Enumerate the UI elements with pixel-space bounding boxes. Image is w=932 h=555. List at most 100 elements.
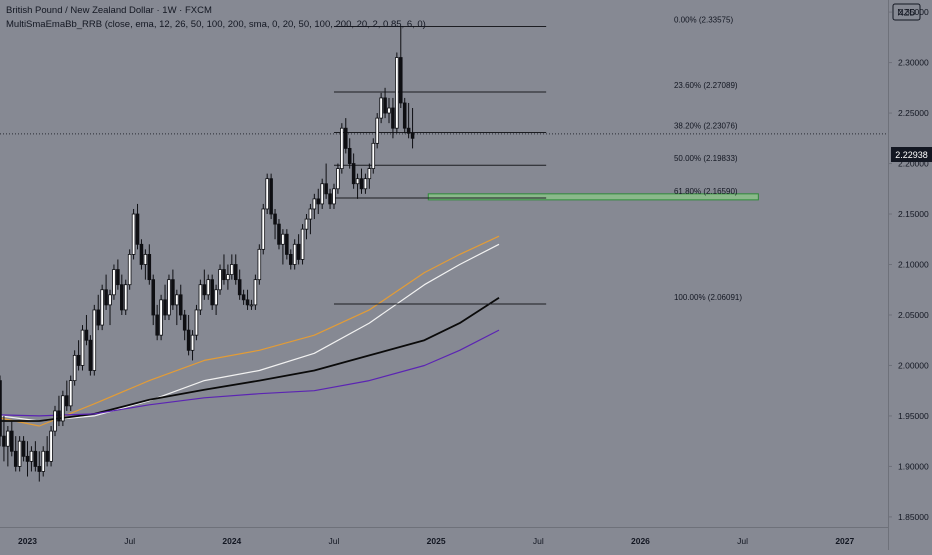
candle-body	[285, 233, 289, 255]
candle-body	[61, 395, 65, 422]
candle-body	[210, 279, 214, 306]
candle-body	[399, 57, 403, 104]
x-tick-label: Jul	[533, 536, 544, 546]
x-tick-label: 2025	[427, 536, 446, 546]
candle-body	[379, 97, 383, 119]
candle-body	[226, 274, 230, 281]
candle-body	[269, 178, 273, 215]
y-tick-label: 2.05000	[898, 310, 929, 320]
candle-body	[151, 279, 156, 316]
y-axis-group: 1.85000 1.90000 1.95000 2.00000 2.05000 2.100…	[888, 7, 929, 522]
y-tick-label: 1.90000	[898, 461, 929, 471]
candle-body	[367, 168, 372, 180]
candle-body	[277, 223, 281, 245]
candle-body	[198, 284, 203, 311]
candle-body	[292, 243, 297, 265]
y-tick-label: 1.95000	[898, 411, 929, 421]
candle-body	[96, 309, 101, 326]
current-price-badge: 2.22938	[891, 147, 932, 162]
candle-body	[120, 284, 124, 311]
x-tick-label: 2023	[18, 536, 37, 546]
candle-body	[316, 198, 321, 205]
candle-body	[253, 279, 258, 306]
candle-body	[312, 198, 317, 210]
candle-body	[233, 264, 238, 281]
x-tick-label: Jul	[737, 536, 748, 546]
candle-body	[402, 102, 407, 129]
candle-body	[17, 440, 22, 467]
support-zone-group	[427, 193, 759, 201]
x-tick-label: 2026	[631, 536, 650, 546]
candle-body	[241, 294, 246, 301]
candle-body	[324, 183, 328, 195]
candle-body	[410, 132, 415, 139]
candle-body	[206, 279, 211, 296]
candle-body	[92, 309, 97, 371]
candle-body	[261, 208, 266, 250]
candle-body	[395, 57, 399, 129]
candle-body	[218, 269, 222, 291]
candle-body	[155, 314, 159, 336]
candle-body	[100, 289, 104, 326]
candle-body	[265, 178, 269, 210]
currency-badge[interactable]: NZD	[892, 3, 921, 21]
candle-body	[123, 284, 128, 311]
candle-body	[194, 309, 199, 336]
candle-body	[0, 380, 2, 437]
candle-body	[84, 329, 89, 341]
candle-body	[45, 450, 49, 462]
candle-body	[10, 430, 14, 452]
candle-body	[273, 213, 277, 225]
candle-body	[387, 107, 391, 114]
candle-body	[406, 127, 411, 134]
candle-body	[359, 178, 364, 190]
ema-black-line	[0, 297, 500, 422]
support-zone	[427, 193, 759, 201]
y-tick-label: 2.20000	[898, 159, 929, 169]
candle-body	[167, 279, 171, 316]
candle-body	[76, 354, 81, 366]
candle-body	[143, 254, 148, 265]
indicator-label[interactable]: MultiSmaEmaBb_RRB (close, ema, 12, 26, 5…	[6, 19, 426, 30]
candle-body	[202, 284, 207, 296]
candle-body	[2, 435, 6, 447]
candle-body	[288, 254, 293, 265]
candle-body	[49, 430, 53, 462]
fib-level-label: 50.00% (2.19833)	[674, 154, 738, 163]
candle-body	[178, 294, 183, 316]
candle-body	[237, 279, 242, 296]
candle-body	[332, 188, 336, 205]
candle-body	[88, 339, 93, 371]
candle-body	[29, 450, 34, 462]
candle-body	[65, 395, 69, 407]
candle-body	[363, 178, 368, 190]
candle-body	[347, 147, 352, 164]
candle-body	[147, 254, 152, 281]
fib-level-label: 100.00% (2.06091)	[674, 293, 742, 302]
candle-body	[159, 299, 163, 336]
candle-body	[171, 279, 175, 306]
candle-body	[41, 450, 45, 472]
candle-body	[13, 450, 18, 467]
candle-body	[281, 233, 285, 245]
candle-body	[320, 183, 324, 205]
candle-body	[139, 243, 144, 265]
candle-body	[6, 430, 10, 447]
candle-body	[57, 410, 61, 422]
candles-group	[0, 26, 415, 482]
candle-body	[375, 117, 379, 144]
fibonacci-group: 0.00% (2.33575) 23.60% (2.27089) 38.20% (2…	[333, 15, 742, 305]
candle-body	[80, 329, 85, 366]
candle-body	[296, 243, 301, 260]
candle-body	[135, 213, 140, 245]
candle-body	[163, 299, 167, 316]
fib-level-label: 0.00% (2.33575)	[674, 15, 733, 24]
candle-body	[351, 163, 356, 185]
currency-label: NZD	[897, 8, 916, 18]
fib-level-label: 61.80% (2.16590)	[674, 187, 738, 196]
candle-body	[186, 329, 191, 351]
x-tick-label: 2024	[222, 536, 241, 546]
candle-body	[25, 455, 30, 462]
